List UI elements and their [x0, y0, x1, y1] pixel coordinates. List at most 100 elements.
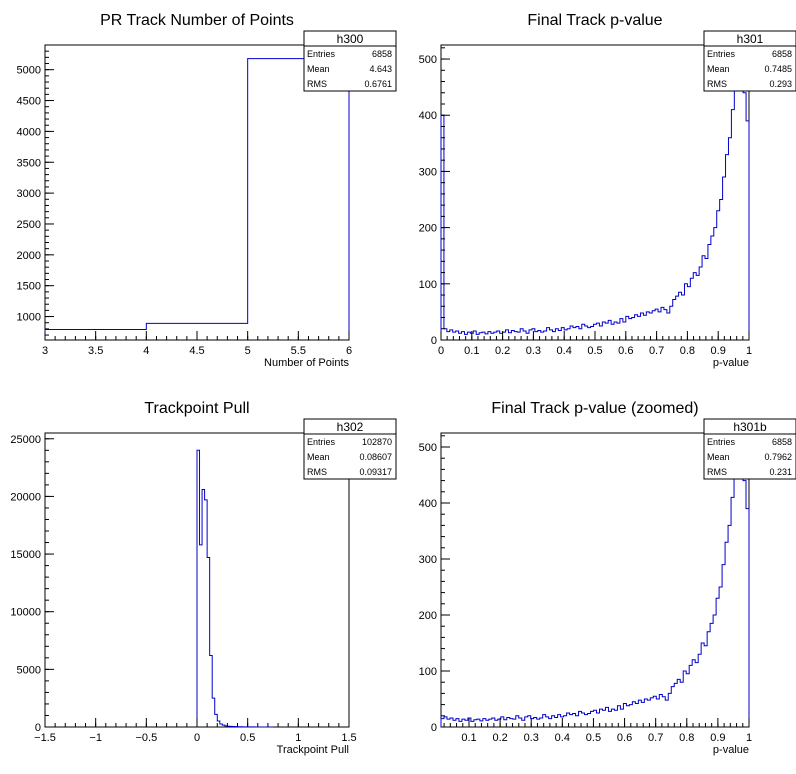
y-tick-label: 3000	[17, 188, 41, 200]
stats-rms-label: RMS	[707, 467, 727, 477]
x-tick-label: 0.8	[679, 732, 694, 744]
x-axis-label: p-value	[713, 744, 749, 756]
y-tick-label: 5000	[17, 65, 41, 77]
stats-entries-value: 6858	[772, 49, 792, 59]
x-tick-label: 0.4	[557, 345, 572, 357]
x-tick-label: 0.9	[710, 732, 725, 744]
y-tick-label: 15000	[10, 549, 41, 561]
y-tick-label: 25000	[10, 434, 41, 446]
histogram-series	[440, 440, 750, 727]
y-tick-label: 300	[419, 166, 437, 178]
x-tick-label: 6	[346, 345, 352, 357]
x-tick-label: 3	[42, 345, 48, 357]
stats-entries-value: 102870	[362, 437, 392, 447]
y-tick-label: 200	[419, 610, 437, 622]
stats-box-frame	[303, 418, 397, 480]
x-tick-label: 1	[746, 732, 752, 744]
stats-histogram-name: h300	[337, 32, 364, 46]
y-tick-label: 20000	[10, 491, 41, 503]
histogram-h301: Final Track p-value 0 0.1 0.2 0.3 0.4 0.5 0.6 0.…	[419, 12, 796, 369]
x-tick-label: 5	[245, 345, 251, 357]
y-tick-label: 4000	[17, 126, 41, 138]
stats-box-frame	[703, 418, 796, 480]
stats-entries-value: 6858	[372, 49, 392, 59]
y-tick-label: 100	[419, 279, 437, 291]
stats-rms-value: 0.293	[769, 79, 792, 89]
x-tick-label: 0.2	[492, 732, 507, 744]
histogram-series	[440, 52, 750, 340]
y-tick-label: 0	[431, 335, 437, 347]
x-tick-label: −0.5	[135, 732, 157, 744]
y-tick-label: 0	[35, 722, 41, 734]
histogram-series	[196, 449, 274, 728]
stats-rms-value: 0.6761	[364, 79, 392, 89]
x-axis-label: p-value	[713, 357, 749, 369]
stats-box-frame	[303, 30, 397, 92]
stats-mean-label: Mean	[707, 64, 730, 74]
x-tick-label: 5.5	[291, 345, 306, 357]
stats-mean-value: 0.08607	[359, 452, 392, 462]
stats-entries-label: Entries	[307, 437, 336, 447]
x-tick-label: 0.5	[240, 732, 255, 744]
chart-title: Trackpoint Pull	[144, 400, 249, 417]
x-tick-label: 0.1	[464, 345, 479, 357]
y-tick-label: 10000	[10, 607, 41, 619]
stats-rms-label: RMS	[707, 79, 727, 89]
y-tick-label: 2500	[17, 219, 41, 231]
x-tick-label: −1.5	[34, 732, 56, 744]
x-tick-label: 0	[438, 345, 444, 357]
x-tick-label: 0.5	[586, 732, 601, 744]
y-tick-label: 3500	[17, 157, 41, 169]
stats-entries-label: Entries	[707, 49, 736, 59]
y-tick-label: 500	[419, 54, 437, 66]
y-tick-label: 300	[419, 554, 437, 566]
stats-entries-value: 6858	[772, 437, 792, 447]
x-tick-label: 0.9	[711, 345, 726, 357]
y-tick-label: 400	[419, 110, 437, 122]
y-tick-label: 500	[419, 442, 437, 454]
stats-mean-label: Mean	[307, 452, 330, 462]
y-tick-label: 100	[419, 666, 437, 678]
stats-histogram-name: h301b	[733, 420, 767, 434]
x-tick-label: 0.3	[524, 732, 539, 744]
x-tick-label: 0.5	[587, 345, 602, 357]
x-tick-label: 1	[295, 732, 301, 744]
y-tick-label: 5000	[17, 664, 41, 676]
chart-title: Final Track p-value	[527, 12, 662, 29]
histogram-h301b: Final Track p-value (zoomed) 0.1 0.2 0.3 0.4…	[419, 400, 796, 756]
plot-frame	[440, 44, 750, 341]
y-tick-label: 400	[419, 498, 437, 510]
stats-entries-label: Entries	[307, 49, 336, 59]
y-tick-label: 200	[419, 223, 437, 235]
y-tick-label: 1500	[17, 281, 41, 293]
stats-histogram-name: h302	[337, 420, 364, 434]
x-tick-label: 4.5	[189, 345, 204, 357]
y-tick-label: 4500	[17, 96, 41, 108]
y-tick-label: 1000	[17, 312, 41, 324]
x-tick-label: 0.3	[526, 345, 541, 357]
x-tick-label: 0.4	[555, 732, 570, 744]
stats-mean-value: 0.7485	[764, 64, 792, 74]
stats-mean-value: 4.643	[369, 64, 392, 74]
stats-mean-label: Mean	[307, 64, 330, 74]
stats-mean-label: Mean	[707, 452, 730, 462]
x-axis-label: Number of Points	[264, 357, 349, 369]
histogram-h302: Trackpoint Pull −1.5 −1 −0.5 0 0.5 1 1.5 0 5000 10…	[10, 400, 397, 756]
x-tick-label: 0.6	[617, 732, 632, 744]
x-tick-label: −1	[89, 732, 102, 744]
y-tick-label: 0	[431, 722, 437, 734]
stats-entries-label: Entries	[707, 437, 736, 447]
stats-histogram-name: h301	[737, 32, 764, 46]
stats-rms-label: RMS	[307, 467, 327, 477]
stats-mean-value: 0.7962	[764, 452, 792, 462]
x-tick-label: 0.7	[648, 732, 663, 744]
x-tick-label: 0.7	[649, 345, 664, 357]
histogram-series	[44, 58, 350, 340]
x-tick-label: 3.5	[88, 345, 103, 357]
stats-rms-value: 0.231	[769, 467, 792, 477]
x-tick-label: 1.5	[341, 732, 356, 744]
